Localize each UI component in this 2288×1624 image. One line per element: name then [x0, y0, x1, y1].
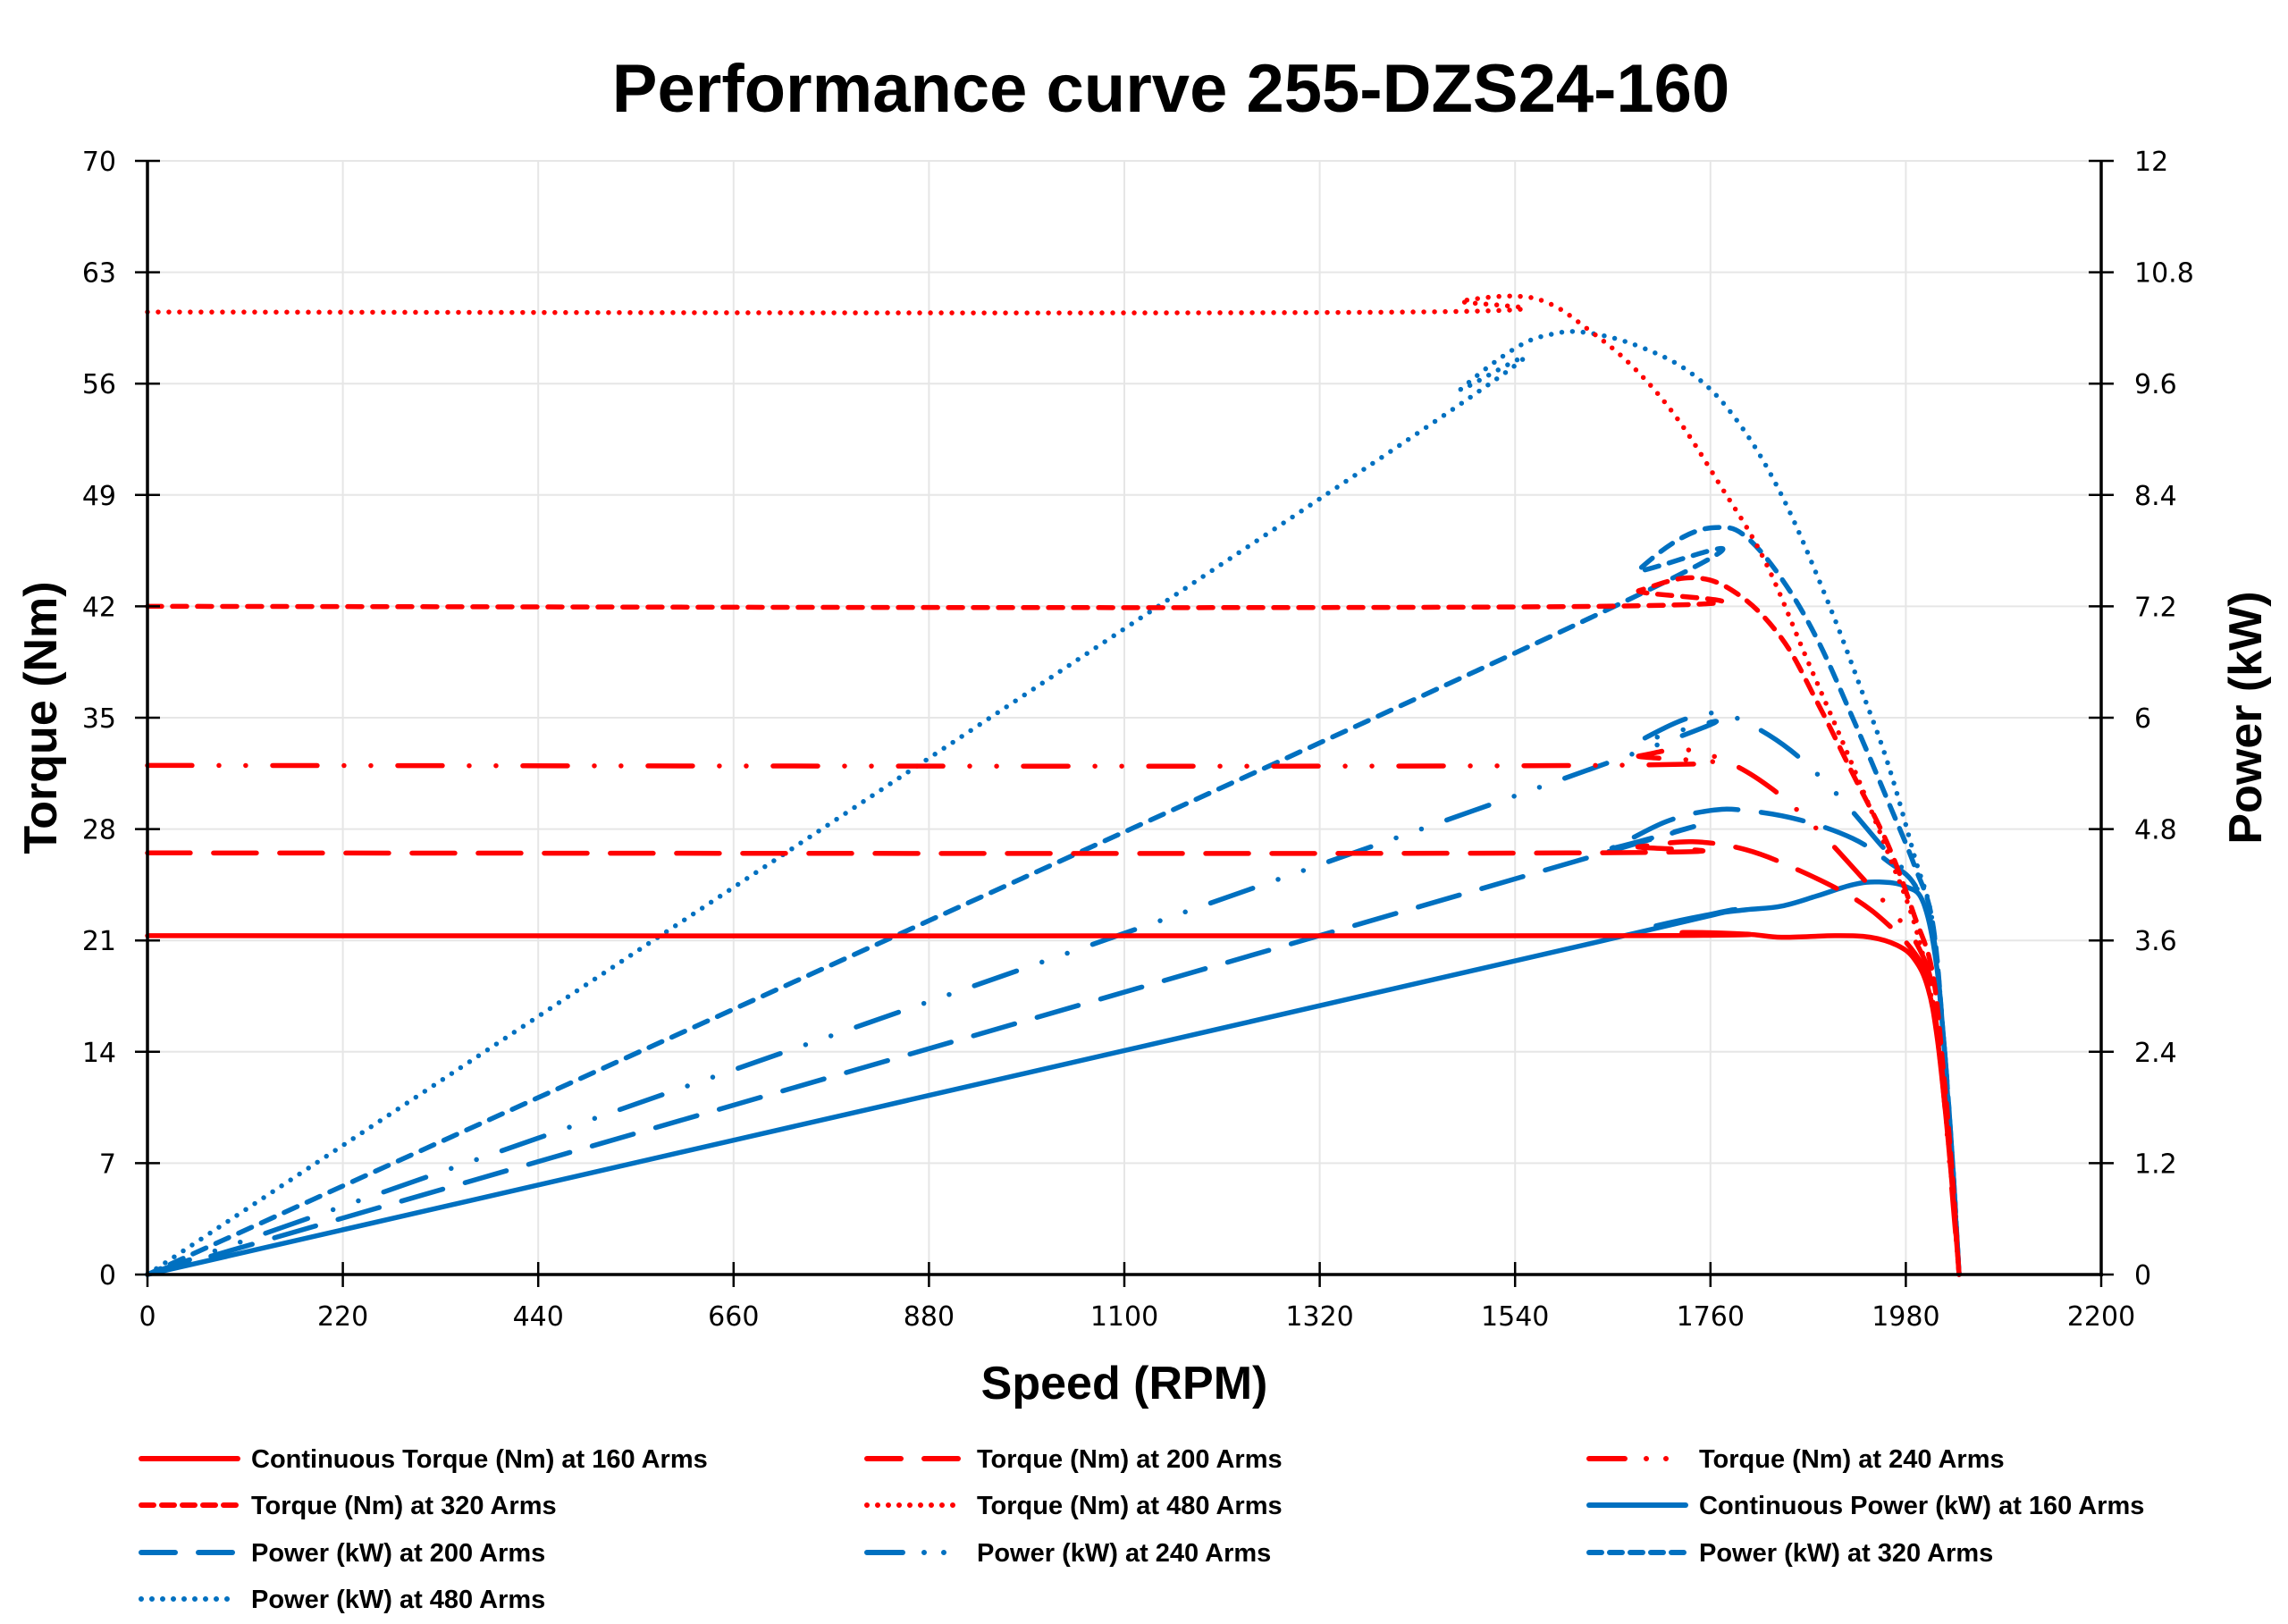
y-tick-label-left: 56 [82, 369, 116, 400]
y-tick-label-left: 42 [82, 592, 116, 623]
y-tick-label-right: 4.8 [2134, 815, 2177, 846]
x-tick-label: 1760 [1677, 1301, 1745, 1333]
y-tick-label-right: 8.4 [2134, 481, 2177, 512]
y-tick-label-right: 1.2 [2134, 1149, 2177, 1180]
legend-item: Continuous Power (kW) at 160 Arms [1586, 1492, 2144, 1520]
axes: 0 220 440 660 880 1100 1320 1540 1760 1980 2200 0 7 1… [82, 147, 2194, 1333]
series-line-4 [145, 575, 1962, 1277]
legend-item: Torque (Nm) at 480 Arms [864, 1492, 1283, 1520]
legend-label: Torque (Nm) at 200 Arms [977, 1445, 1283, 1474]
legend-label: Continuous Torque (Nm) at 160 Arms [251, 1445, 708, 1474]
y-axis-title-left: Torque (Nm) [15, 581, 67, 854]
x-tick-label: 1540 [1481, 1301, 1549, 1333]
y-tick-label-right: 0 [2134, 1260, 2151, 1292]
x-tick-label: 660 [708, 1301, 759, 1333]
series-line-10 [145, 329, 1962, 1277]
y-tick-label-left: 14 [82, 1038, 116, 1069]
legend-item: Torque (Nm) at 240 Arms [1586, 1445, 2005, 1474]
legend-label: Torque (Nm) at 480 Arms [977, 1492, 1283, 1520]
gridlines [147, 160, 2102, 1275]
y-tick-label-left: 63 [82, 258, 116, 290]
x-tick-label: 1100 [1090, 1301, 1158, 1333]
x-tick-label: 880 [904, 1301, 955, 1333]
y-tick-label-left: 70 [82, 147, 116, 178]
x-tick-label: 220 [317, 1301, 368, 1333]
y-tick-label-left: 35 [82, 703, 116, 735]
legend-label: Torque (Nm) at 240 Arms [1699, 1445, 2005, 1474]
y-tick-label-right: 6 [2134, 703, 2151, 735]
series-line-1 [145, 930, 1962, 1277]
legend-label: Power (kW) at 200 Arms [251, 1539, 545, 1568]
series-line-5 [145, 293, 1962, 1277]
legend-label: Continuous Power (kW) at 160 Arms [1699, 1492, 2144, 1520]
x-tick-label: 440 [513, 1301, 564, 1333]
x-tick-label: 1320 [1285, 1301, 1353, 1333]
series-line-7 [145, 806, 1962, 1277]
legend-label: Torque (Nm) at 320 Arms [251, 1492, 557, 1520]
legend-item: Torque (Nm) at 320 Arms [139, 1492, 557, 1520]
y-tick-label-right: 9.6 [2134, 369, 2177, 400]
y-tick-label-right: 2.4 [2134, 1038, 2177, 1069]
x-tick-label: 0 [139, 1301, 156, 1333]
legend-label: Power (kW) at 320 Arms [1699, 1539, 1993, 1568]
x-tick-label: 1980 [1872, 1301, 1939, 1333]
y-tick-label-left: 0 [99, 1260, 116, 1292]
legend-item: Power (kW) at 200 Arms [139, 1539, 545, 1568]
y-tick-label-left: 21 [82, 926, 116, 957]
chart-title: Performance curve 255-DZS24-160 [612, 51, 1729, 127]
legend-item: Continuous Torque (Nm) at 160 Arms [139, 1445, 708, 1474]
y-tick-label-right: 10.8 [2134, 258, 2194, 290]
legend-label: Power (kW) at 240 Arms [977, 1539, 1271, 1568]
y-tick-label-right: 7.2 [2134, 592, 2177, 623]
series-line-2 [145, 839, 1962, 1277]
legend-item: Power (kW) at 320 Arms [1586, 1539, 1993, 1568]
legend-item: Power (kW) at 240 Arms [864, 1539, 1271, 1568]
legend-item: Torque (Nm) at 200 Arms [864, 1445, 1283, 1474]
x-tick-label: 2200 [2067, 1301, 2135, 1333]
y-tick-label-left: 7 [99, 1149, 116, 1180]
x-axis-title: Speed (RPM) [981, 1358, 1268, 1409]
series-layer [145, 293, 1962, 1277]
series-line-8 [145, 710, 1962, 1277]
y-tick-label-right: 12 [2134, 147, 2168, 178]
legend-item: Power (kW) at 480 Arms [139, 1586, 545, 1614]
legend: Continuous Torque (Nm) at 160 Arms Torque… [139, 1445, 2144, 1614]
legend-label: Power (kW) at 480 Arms [251, 1586, 545, 1614]
y-tick-label-left: 28 [82, 815, 116, 846]
y-axis-title-right: Power (kW) [2220, 591, 2272, 844]
y-tick-label-left: 49 [82, 481, 116, 512]
y-tick-label-right: 3.6 [2134, 926, 2177, 957]
series-line-3 [145, 746, 1962, 1277]
